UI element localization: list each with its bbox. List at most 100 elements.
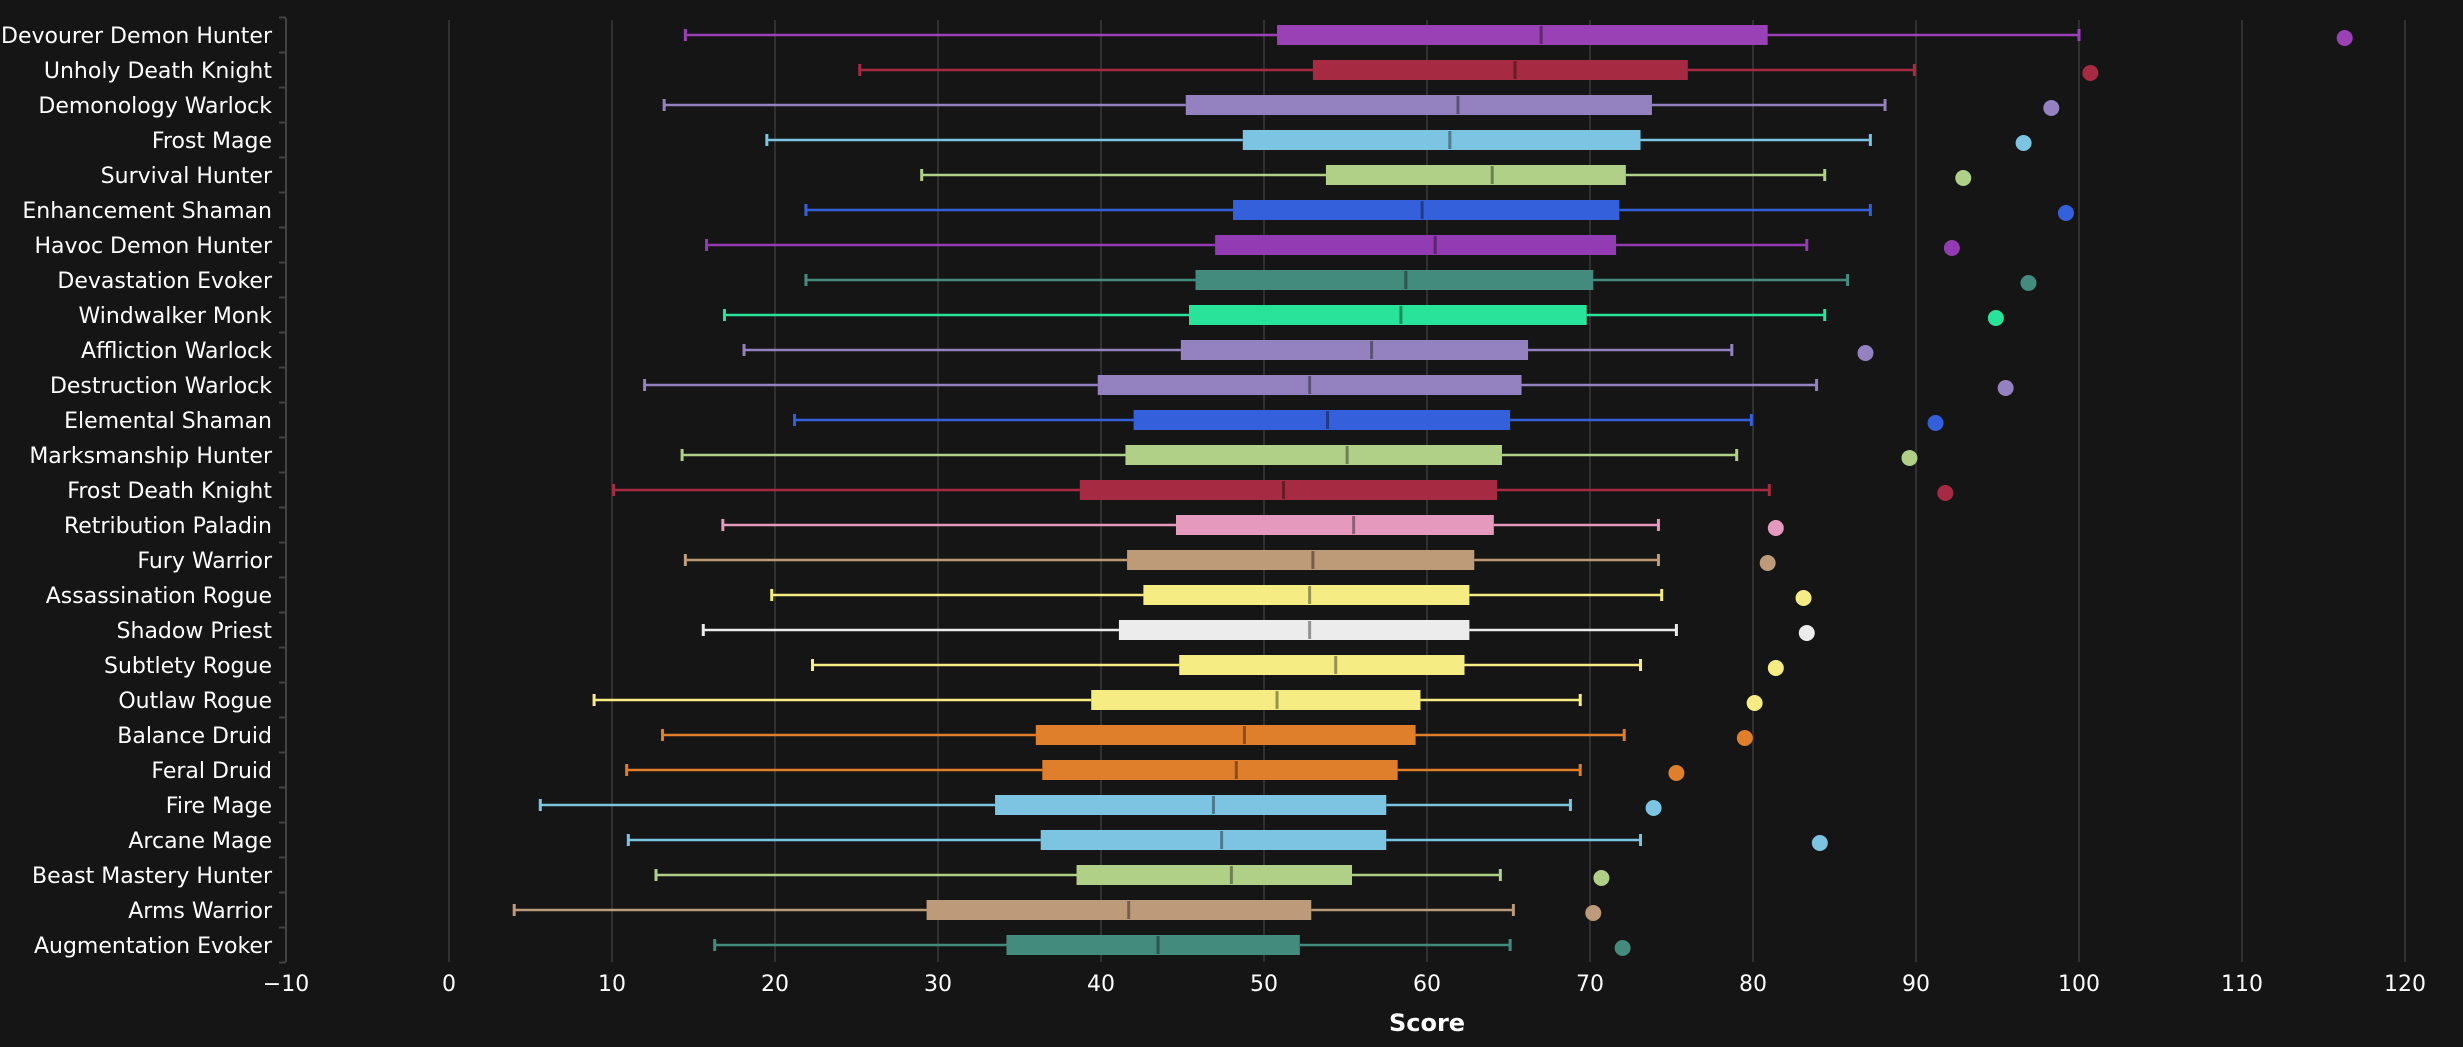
box-group — [654, 865, 1610, 886]
outlier-point — [1798, 625, 1815, 641]
boxes — [512, 25, 2353, 956]
outlier-point — [1901, 450, 1918, 466]
outlier-point — [1997, 380, 2014, 396]
iqr-box — [1006, 935, 1300, 955]
outlier-point — [1937, 485, 1954, 501]
x-tick-label: 90 — [1902, 972, 1930, 997]
box-group — [793, 410, 1944, 431]
outlier-point — [1767, 520, 1784, 536]
outlier-point — [2057, 205, 2074, 221]
iqr-box — [1076, 865, 1353, 885]
outlier-point — [2336, 30, 2353, 46]
iqr-box — [1312, 60, 1688, 80]
iqr-box — [926, 900, 1312, 920]
category-label: Shadow Priest — [117, 619, 273, 644]
outlier-point — [1645, 800, 1662, 816]
category-label: Augmentation Evoker — [34, 934, 273, 959]
category-label: Arcane Mage — [128, 829, 272, 854]
box-group — [705, 235, 1960, 256]
outlier-point — [1767, 660, 1784, 676]
iqr-box — [1143, 585, 1470, 605]
category-label: Enhancement Shaman — [22, 199, 272, 224]
iqr-box — [995, 795, 1387, 815]
x-tick-label: 30 — [924, 972, 952, 997]
iqr-box — [1035, 725, 1416, 745]
category-label: Survival Hunter — [101, 164, 273, 189]
outlier-point — [1759, 555, 1776, 571]
box-group — [804, 270, 2037, 291]
category-label: Outlaw Rogue — [118, 689, 272, 714]
outlier-point — [1857, 345, 1874, 361]
iqr-box — [1175, 515, 1494, 535]
box-group — [858, 60, 2099, 81]
box-group — [661, 725, 1753, 746]
iqr-box — [1189, 305, 1587, 325]
iqr-box — [1233, 200, 1620, 220]
category-label: Devastation Evoker — [57, 269, 273, 294]
category-label: Destruction Warlock — [50, 374, 272, 399]
outlier-point — [2015, 135, 2032, 151]
box-group — [683, 25, 2353, 46]
category-label: Marksmanship Hunter — [29, 444, 273, 469]
category-label: Havoc Demon Hunter — [34, 234, 272, 259]
category-label: Unholy Death Knight — [44, 59, 272, 84]
x-tick-label: 60 — [1413, 972, 1441, 997]
x-tick-label: −10 — [263, 972, 309, 997]
x-tick-label: 100 — [2058, 972, 2100, 997]
box-group — [625, 760, 1685, 781]
box-group — [701, 620, 1815, 641]
category-label: Fury Warrior — [137, 549, 273, 574]
category-label: Beast Mastery Hunter — [32, 864, 273, 889]
category-label: Frost Mage — [152, 129, 272, 154]
x-tick-labels: −10 0 10 20 30 40 50 60 70 80 90 100 110 120 — [263, 972, 2426, 997]
box-group — [680, 445, 1918, 466]
iqr-box — [1277, 25, 1768, 45]
box-group — [592, 690, 1763, 711]
iqr-box — [1127, 550, 1475, 570]
category-label: Elemental Shaman — [64, 409, 272, 434]
axes — [279, 16, 287, 964]
box-group — [765, 130, 2032, 151]
box-group — [810, 655, 1784, 676]
box-group — [512, 900, 1602, 921]
category-label: Frost Death Knight — [67, 479, 272, 504]
outlier-point — [2043, 100, 2060, 116]
box-group — [612, 480, 1954, 501]
outlier-point — [1585, 905, 1602, 921]
outlier-point — [1746, 695, 1763, 711]
box-group — [722, 305, 2004, 326]
category-label: Demonology Warlock — [38, 94, 272, 119]
category-label: Fire Mage — [166, 794, 272, 819]
iqr-box — [1079, 480, 1498, 500]
category-label: Devourer Demon Hunter — [1, 24, 273, 49]
box-group — [770, 585, 1812, 606]
category-label: Affliction Warlock — [81, 339, 272, 364]
box-group — [713, 935, 1631, 956]
iqr-box — [1195, 270, 1594, 290]
outlier-point — [1614, 940, 1631, 956]
x-tick-label: 40 — [1087, 972, 1115, 997]
category-label: Subtlety Rogue — [104, 654, 272, 679]
outlier-point — [1668, 765, 1685, 781]
iqr-box — [1185, 95, 1652, 115]
iqr-box — [1180, 340, 1529, 360]
iqr-box — [1133, 410, 1511, 430]
iqr-box — [1118, 620, 1470, 640]
category-label: Arms Warrior — [128, 899, 273, 924]
iqr-box — [1179, 655, 1465, 675]
x-tick-label: 110 — [2221, 972, 2263, 997]
outlier-point — [1927, 415, 1944, 431]
outlier-point — [2082, 65, 2099, 81]
box-group — [643, 375, 2014, 396]
box-group — [538, 795, 1662, 816]
outlier-point — [1943, 240, 1960, 256]
category-label: Balance Druid — [117, 724, 272, 749]
category-label: Assassination Rogue — [46, 584, 272, 609]
box-group — [626, 830, 1828, 851]
outlier-point — [1987, 310, 2004, 326]
x-tick-label: 0 — [442, 972, 456, 997]
x-tick-label: 20 — [761, 972, 789, 997]
outlier-point — [1593, 870, 1610, 886]
box-group — [742, 340, 1874, 361]
iqr-box — [1325, 165, 1626, 185]
